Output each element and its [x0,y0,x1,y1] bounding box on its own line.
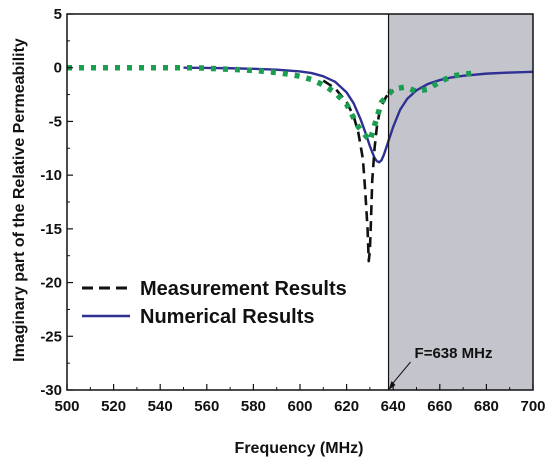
y-tick-label: 0 [54,60,62,77]
series-line-dotted [67,64,476,144]
y-tick-label: -10 [40,167,62,184]
legend-label-numerical: Numerical Results [140,306,315,328]
x-axis-ticks: 500 520 540 560 580 600 620 640 660 680 700 [54,384,546,415]
frequency-annotation: F=638 MHz [388,345,493,390]
x-tick-label: 660 [427,398,452,415]
y-tick-label: -5 [49,113,62,130]
x-tick-label: 560 [194,398,219,415]
shaded-region [388,14,533,390]
y-tick-label: -15 [40,221,62,238]
y-tick-label: -20 [40,275,62,292]
x-tick-label: 600 [287,398,312,415]
legend: Measurement Results Numerical Results [82,278,347,328]
annotation-arrowhead [388,381,396,390]
y-tick-label: -25 [40,328,62,345]
x-tick-label: 500 [54,398,79,415]
series-layer [67,64,534,263]
x-axis-label: Frequency (MHz) [235,440,364,457]
y-axis-label: Imaginary part of the Relative Permeabil… [11,38,28,362]
annotation-arrow [390,361,411,387]
x-tick-label: 640 [381,398,406,415]
x-tick-label: 700 [520,398,545,415]
y-tick-label: 5 [54,6,62,23]
x-tick-label: 580 [241,398,266,415]
x-tick-label: 520 [101,398,126,415]
annotation-label: F=638 MHz [415,345,493,362]
y-axis-ticks: 5 0 -5 -10 -15 -20 -25 -30 [40,6,73,399]
x-tick-label: 540 [148,398,173,415]
series-line-solid [183,66,534,164]
y-tick-label: -30 [40,382,62,399]
legend-label-measurement: Measurement Results [140,278,347,300]
x-tick-label: 680 [474,398,499,415]
x-tick-label: 620 [334,398,359,415]
